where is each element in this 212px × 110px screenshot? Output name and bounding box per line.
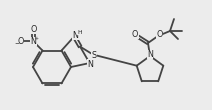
Text: O: O bbox=[156, 30, 163, 39]
Text: −: − bbox=[14, 40, 20, 45]
Text: +: + bbox=[35, 36, 38, 41]
Text: S: S bbox=[92, 51, 97, 60]
Text: N: N bbox=[31, 37, 36, 46]
Text: H: H bbox=[77, 30, 81, 35]
Text: N: N bbox=[72, 31, 78, 40]
Text: O: O bbox=[132, 30, 138, 39]
Text: N: N bbox=[88, 60, 93, 69]
Text: N: N bbox=[147, 50, 153, 59]
Text: O: O bbox=[30, 25, 37, 34]
Text: O: O bbox=[17, 37, 24, 46]
